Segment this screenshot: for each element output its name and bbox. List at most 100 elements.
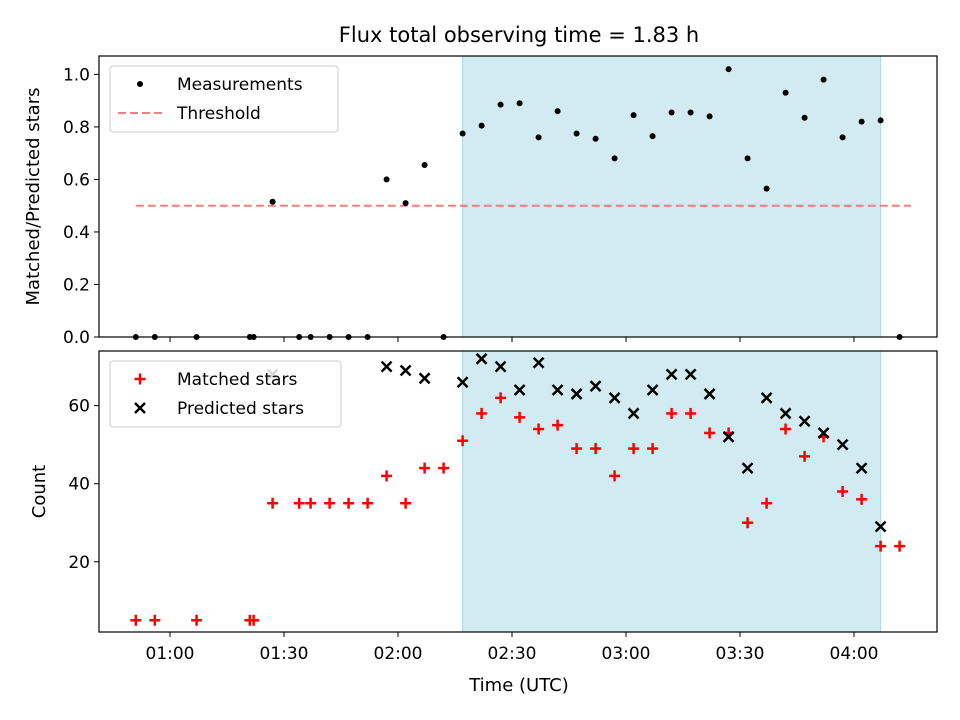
- measurement-point: [763, 185, 770, 192]
- measurement-point: [478, 122, 485, 129]
- matched-stars-point: [362, 497, 374, 509]
- matched-stars-point: [571, 443, 583, 455]
- panel-1: 0.0 0.2 0.4 0.6 0.8 1.0 Matched/Predicted star…: [23, 55, 938, 348]
- matched-stars-point: [742, 517, 754, 529]
- legend-label: Threshold: [176, 104, 261, 124]
- predicted-stars-point: [684, 368, 697, 381]
- y-tick-label: 60: [68, 397, 90, 417]
- measurement-point: [877, 117, 884, 124]
- observing-interval-band: [462, 55, 882, 338]
- x-tick-label: 02:30: [488, 644, 537, 664]
- matched-stars-point: [324, 497, 336, 509]
- x-tick-label: 03:30: [716, 644, 765, 664]
- matched-stars-point: [419, 462, 431, 474]
- measurement-point: [744, 155, 751, 162]
- matched-stars-point: [856, 493, 868, 505]
- matched-stars-point: [149, 614, 161, 626]
- y-tick-label: 1.0: [63, 65, 90, 85]
- measurement-point: [611, 155, 618, 162]
- measurement-point: [725, 66, 732, 73]
- matched-stars-point: [685, 407, 697, 419]
- measurement-point: [782, 89, 789, 96]
- measurement-point: [668, 109, 675, 116]
- measurement-point: [630, 112, 637, 119]
- predicted-stars-point: [399, 364, 412, 377]
- matched-stars-point: [609, 470, 621, 482]
- predicted-stars-point: [418, 372, 431, 385]
- matched-stars-point: [381, 470, 393, 482]
- legend: Measurements Threshold: [109, 65, 339, 133]
- matched-stars-point: [875, 540, 887, 552]
- matched-stars-point: [293, 497, 305, 509]
- matched-stars-point: [704, 427, 716, 439]
- predicted-stars-point: [760, 391, 773, 404]
- matched-stars-point: [552, 419, 564, 431]
- y-axis-label: Matched/Predicted stars: [23, 88, 44, 306]
- measurement-point: [706, 113, 713, 120]
- y-tick-label: 0.2: [63, 275, 90, 295]
- y-tick-label: 0.4: [63, 223, 90, 243]
- matched-stars-point: [590, 443, 602, 455]
- predicted-stars-point: [456, 376, 469, 389]
- matched-stars-point: [780, 423, 792, 435]
- predicted-stars-point: [380, 360, 393, 373]
- predicted-stars-point: [836, 438, 849, 451]
- y-tick-label: 40: [68, 475, 90, 495]
- matched-stars-point: [400, 497, 412, 509]
- matched-stars-point: [343, 497, 355, 509]
- legend-box: [109, 65, 339, 133]
- measurement-point: [554, 108, 561, 115]
- matched-stars-point: [191, 614, 203, 626]
- predicted-stars-point: [608, 391, 621, 404]
- x-tick-label: 02:00: [374, 644, 423, 664]
- legend-label: Predicted stars: [177, 399, 304, 419]
- matched-stars-point: [438, 462, 450, 474]
- x-tick-label: 04:00: [830, 644, 879, 664]
- predicted-stars-point: [589, 380, 602, 393]
- y-axis-label: Count: [29, 465, 50, 518]
- y-tick-label: 0.0: [63, 328, 90, 348]
- y-tick-label: 0.8: [63, 118, 90, 138]
- chart-title: Flux total observing time = 1.83 h: [339, 23, 699, 47]
- matched-stars-point: [647, 443, 659, 455]
- legend-label: Matched stars: [177, 370, 297, 390]
- matched-stars-point: [666, 407, 678, 419]
- measurement-point: [535, 134, 542, 141]
- matched-stars-point: [457, 435, 469, 447]
- predicted-stars-point: [855, 462, 868, 474]
- predicted-stars-point: [722, 430, 735, 443]
- matched-stars-point: [533, 423, 545, 435]
- predicted-stars-point: [494, 360, 507, 373]
- matched-stars-point: [514, 411, 526, 423]
- measurement-point: [801, 114, 808, 121]
- predicted-stars-point: [646, 384, 659, 396]
- measurement-point: [402, 200, 409, 207]
- y-tick-label: 20: [68, 553, 90, 573]
- legend: Matched stars Predicted stars: [109, 360, 342, 428]
- predicted-stars-point: [475, 352, 488, 365]
- predicted-stars-point: [741, 462, 754, 474]
- predicted-stars-point: [817, 427, 830, 439]
- x-axis-label: Time (UTC): [468, 675, 569, 696]
- measurement-point: [269, 198, 276, 205]
- x-tick-label: 01:30: [260, 644, 309, 664]
- x-tick-label: 01:00: [146, 644, 195, 664]
- predicted-stars-point: [874, 520, 887, 533]
- matched-stars-point: [267, 497, 279, 509]
- measurement-point: [497, 101, 504, 108]
- y-tick-label: 0.6: [63, 170, 90, 190]
- measurement-point: [459, 130, 466, 137]
- predicted-stars-point: [513, 384, 526, 396]
- measurement-point: [383, 176, 390, 183]
- predicted-stars-point: [703, 388, 716, 400]
- matched-stars-point: [837, 486, 849, 497]
- legend-marker-matched: [134, 373, 146, 385]
- predicted-stars-point: [551, 384, 564, 396]
- predicted-stars-point: [798, 415, 811, 428]
- predicted-stars-point: [665, 368, 678, 381]
- measurement-point: [687, 109, 694, 116]
- matched-stars-point: [495, 392, 507, 404]
- matched-stars-point: [248, 614, 260, 626]
- panels: 0.0 0.2 0.4 0.6 0.8 1.0 Matched/Predicted star…: [23, 55, 938, 664]
